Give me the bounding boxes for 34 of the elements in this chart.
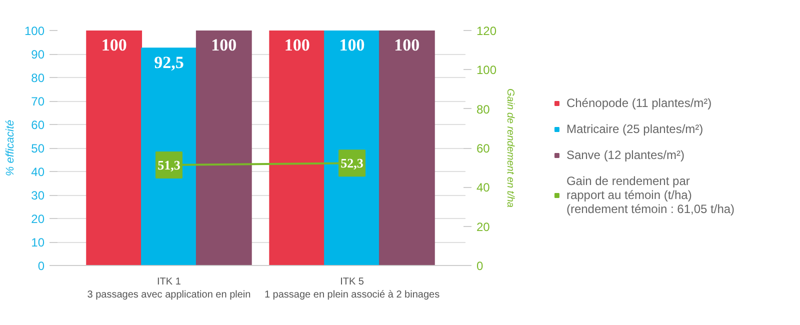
data-label: 52,3 xyxy=(340,156,364,171)
y-tick-label: 90 xyxy=(31,48,45,62)
legend-label: Gain de rendement par rapport au témoin (t/ha) (rendement témoin : 61,05 t/ha) xyxy=(566,174,735,216)
y-tick-label: 60 xyxy=(31,118,45,132)
y-tick-label: 20 xyxy=(31,212,45,226)
y-tick-label: 100 xyxy=(24,24,45,38)
data-label: 51,3 xyxy=(158,158,181,173)
y-tick-label: 80 xyxy=(31,71,45,85)
y2-tick-label: 20 xyxy=(476,220,490,234)
legend-label: Matricaire (25 plantes/m²) xyxy=(566,122,704,136)
y2-tick-label: 60 xyxy=(476,142,490,156)
x-tick-label: ITK 5 1 passage en plein associé à 2 binages xyxy=(264,276,440,301)
y2-axis-title: Gain de rendement en t/ha xyxy=(504,88,516,208)
y-tick-label: 30 xyxy=(31,188,45,202)
y-tick-label: 50 xyxy=(31,142,45,156)
x-tick-label: ITK 1 3 passages avec application en plein xyxy=(87,276,251,301)
data-label: 100 xyxy=(339,36,365,54)
y-tick-label: 10 xyxy=(31,236,45,250)
y2-tick-label: 0 xyxy=(476,259,484,273)
data-label: 100 xyxy=(211,36,237,54)
data-label: 100 xyxy=(101,36,127,54)
y2-tick-label: 40 xyxy=(476,180,490,195)
y-axis-title: % efficacité xyxy=(4,120,16,176)
y2-tick-label: 80 xyxy=(476,102,490,116)
y2-tick-label: 100 xyxy=(476,63,497,78)
y-tick-label: 0 xyxy=(38,259,45,273)
y-tick-label: 40 xyxy=(31,165,45,179)
legend-label: Sanve (12 plantes/m²) xyxy=(566,148,685,162)
data-label: 92,5 xyxy=(154,53,184,72)
legend-label: Chénopode (11 plantes/m²) xyxy=(566,96,712,110)
y2-tick-label: 120 xyxy=(476,24,497,38)
y-tick-label: 70 xyxy=(31,94,45,108)
data-label: 100 xyxy=(284,36,310,54)
data-label: 100 xyxy=(394,36,420,54)
